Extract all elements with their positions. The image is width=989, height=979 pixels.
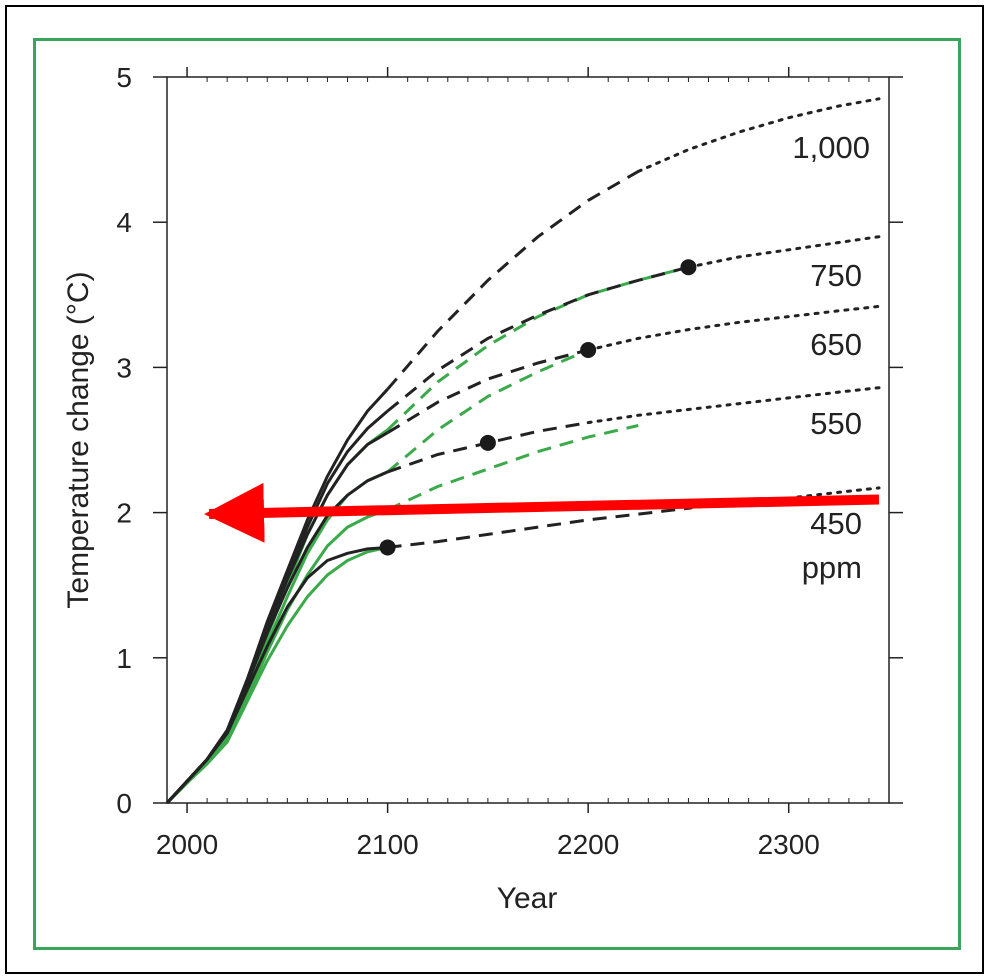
series-1000-dashed-line [386,170,640,391]
stabilization-marker [479,434,496,451]
curve-label-650: 650 [810,327,862,362]
series-650-dashed-line [386,348,589,434]
y-tick-label: 5 [116,62,132,93]
y-axis-title: Temperature change (°C) [62,271,95,608]
y-tick-label: 2 [116,498,132,529]
chart-frame [33,38,961,950]
plot-area-frame [166,76,890,804]
series-450-dashed-line [387,506,689,549]
series-450-solid-line [165,545,388,805]
x-tick-label: 2000 [156,829,218,860]
markers [379,259,697,556]
y-tick-label: 4 [116,207,132,238]
stabilization-marker [580,341,597,358]
y-tick-label: 3 [116,352,132,383]
series-green-3-solid-line [165,545,388,805]
series-550-solid-line [165,470,389,805]
x-tick-label: 2200 [557,829,619,860]
series-green-0-dashed-line [386,265,689,431]
curves [165,97,881,805]
series-750-dotted-line [686,235,881,269]
series-green-2-dashed-line [386,424,639,512]
y-tick-label: 0 [116,788,132,819]
series-green-1-dashed-line [386,348,589,474]
series-550-dotted-line [586,386,881,425]
series-750-dashed-line [386,265,689,413]
y-tick-label: 1 [116,643,132,674]
outer-frame [5,5,984,974]
x-tick-label: 2100 [356,829,418,860]
annotation-arrow [204,482,880,543]
x-axis-title: Year [497,882,558,915]
series-green-1-solid-line [165,470,389,805]
curve-label-450: 450 [810,506,862,541]
stabilization-marker [680,259,697,276]
stabilization-marker [379,539,396,556]
series-650-dotted-line [586,304,881,352]
axes: 2000 2100 2200 2300 0 1 2 3 4 5 [116,62,903,860]
series-1000-dotted-line [636,97,881,173]
curve-label-ppm: ppm [802,550,862,585]
x-tick-label: 2300 [758,829,820,860]
curve-label-550: 550 [810,406,862,441]
curve-label-750: 750 [810,258,862,293]
series-green-2-solid-line [165,508,389,805]
curve-label-1000: 1,000 [792,130,870,165]
